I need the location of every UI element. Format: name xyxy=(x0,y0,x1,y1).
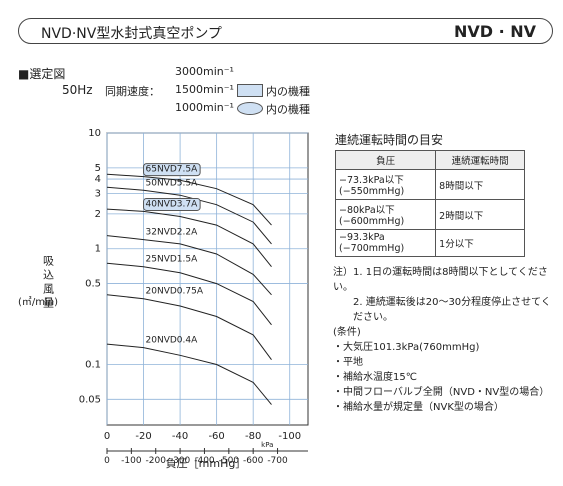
series-label: 50NVD5.5A xyxy=(146,178,199,188)
table-row: −93.3kPa (−700mmHg) 1分以下 xyxy=(334,229,525,257)
x-tick-label: -40 xyxy=(172,431,188,442)
series-label: 65NVD7.5A xyxy=(146,165,199,175)
x-tick-label: -80 xyxy=(245,431,261,442)
y-tick-label: 4 xyxy=(95,174,101,185)
plot-area xyxy=(106,132,309,426)
x-tick-label: -100 xyxy=(278,431,301,442)
chart: 吸込風量 (㎥/min) 負圧［mmHg］ 10 54 3 2 1 0.5 0.1 0.05 0… xyxy=(18,128,309,470)
time-cell: 8時間以下 xyxy=(435,169,525,200)
speed-label: 同期速度： xyxy=(105,85,160,98)
y-tick-label: 1 xyxy=(95,244,101,255)
cell-text: −93.3kPa xyxy=(339,232,385,243)
condition: ・補給水量が規定量（NVK型の場合） xyxy=(333,402,504,413)
series-label: 20NVD0.75A xyxy=(146,287,204,297)
header-title: NVD·NV型水封式真空ポンプ xyxy=(41,26,222,42)
x2-tick-label: -500 xyxy=(219,456,240,466)
curve xyxy=(106,173,272,226)
condition: ・補給水温度15℃ xyxy=(333,372,417,383)
speed: 1000min⁻¹ xyxy=(175,101,234,114)
curve xyxy=(106,294,272,360)
header-cell: 負圧 xyxy=(334,150,437,170)
table-title: 連続運転時間の目安 xyxy=(335,133,444,147)
x2-tick-label: -200 xyxy=(146,456,167,466)
y-tick-label: 3 xyxy=(95,189,101,200)
y-tick-label: 10 xyxy=(88,128,101,139)
duty-table: 負圧 連続運転時間 −73.3kPa以下 (−550mmHg) 8時間以下 −80… xyxy=(334,150,525,257)
y-axis-label: 吸込風量 xyxy=(42,255,55,311)
condition: ・大気圧101.3kPa(760mmHg) xyxy=(333,342,480,353)
frequency: 50Hz xyxy=(62,83,93,97)
x2-tick-label: -600 xyxy=(243,456,264,466)
cell-text: (−600mmHg) xyxy=(339,216,405,227)
section-label: ■選定図 xyxy=(18,67,66,81)
header: NVD·NV型水封式真空ポンプ NVD · NV xyxy=(18,18,553,44)
pressure-cell: −80kPa以下 (−600mmHg) xyxy=(334,199,437,230)
series-label: 40NVD3.7A xyxy=(146,199,199,209)
legend-box xyxy=(237,84,263,97)
y-tick-label: 0.5 xyxy=(85,279,101,290)
y-tick-label: 0.1 xyxy=(85,359,101,370)
table-header: 負圧 連続運転時間 xyxy=(334,150,525,170)
x2-tick-label: -400 xyxy=(194,456,215,466)
pressure-cell: −93.3kPa (−700mmHg) xyxy=(334,229,437,257)
x-tick-label: -60 xyxy=(208,431,224,442)
header-cell: 連続運転時間 xyxy=(435,150,525,170)
x-axis-unit: kPa xyxy=(261,441,273,449)
legend-text: 内の機種 xyxy=(266,103,310,116)
speed: 3000min⁻¹ xyxy=(175,65,234,78)
cell-text: (−700mmHg) xyxy=(339,243,405,254)
notes: 注）1. 1日の運転時間は8時間以下としてください。 2. 連続運転後は20〜3… xyxy=(333,265,558,415)
y-axis-unit: (㎥/min) xyxy=(18,295,58,308)
series-label: 32NVD2.2A xyxy=(146,228,199,238)
curve xyxy=(106,262,272,326)
series-label: 25NVD1.5A xyxy=(146,255,199,265)
note: 注）1. 1日の運転時間は8時間以下としてください。 xyxy=(333,267,548,293)
curve xyxy=(106,235,272,296)
note: 2. 連続運転後は20〜30分程度停止させてください。 xyxy=(353,297,551,323)
series-label: 20NVD0.4A xyxy=(146,336,199,346)
y-tick-label: 2 xyxy=(95,209,101,220)
y-tick-label: 5 xyxy=(95,163,101,174)
condition: ・中間フローバルブ全開（NVD・NV型の場合） xyxy=(333,387,550,398)
speed: 1500min⁻¹ xyxy=(175,83,234,96)
cell-text: −73.3kPa以下 xyxy=(339,175,404,186)
y-tick-label: 0.05 xyxy=(79,394,101,405)
x-tick-label: -20 xyxy=(135,431,151,442)
x2-tick-label: -100 xyxy=(121,456,142,466)
x2-tick-label: -300 xyxy=(170,456,191,466)
curve xyxy=(106,208,272,268)
pressure-cell: −73.3kPa以下 (−550mmHg) xyxy=(334,169,437,200)
curve xyxy=(106,343,272,405)
legend-ellipse xyxy=(237,102,263,115)
condition: ・平地 xyxy=(333,357,363,368)
x2-tick-label: 0 xyxy=(104,456,110,466)
table-row: −73.3kPa以下 (−550mmHg) 8時間以下 xyxy=(334,169,525,200)
cell-text: −80kPa以下 xyxy=(339,205,395,216)
header-model: NVD · NV xyxy=(453,22,536,41)
label-frame xyxy=(143,197,201,211)
time-cell: 2時間以下 xyxy=(435,199,525,230)
table-row: −80kPa以下 (−600mmHg) 2時間以下 xyxy=(334,199,525,230)
time-cell: 1分以下 xyxy=(435,229,525,257)
legend-text: 内の機種 xyxy=(266,85,310,98)
x2-tick-label: -700 xyxy=(267,456,288,466)
label-frame xyxy=(143,163,201,177)
x-axis-label: 負圧［mmHg］ xyxy=(166,457,247,470)
x-tick-label: 0 xyxy=(104,431,110,442)
conditions-title: (条件) xyxy=(333,327,361,338)
cell-text: (−550mmHg) xyxy=(339,186,405,197)
